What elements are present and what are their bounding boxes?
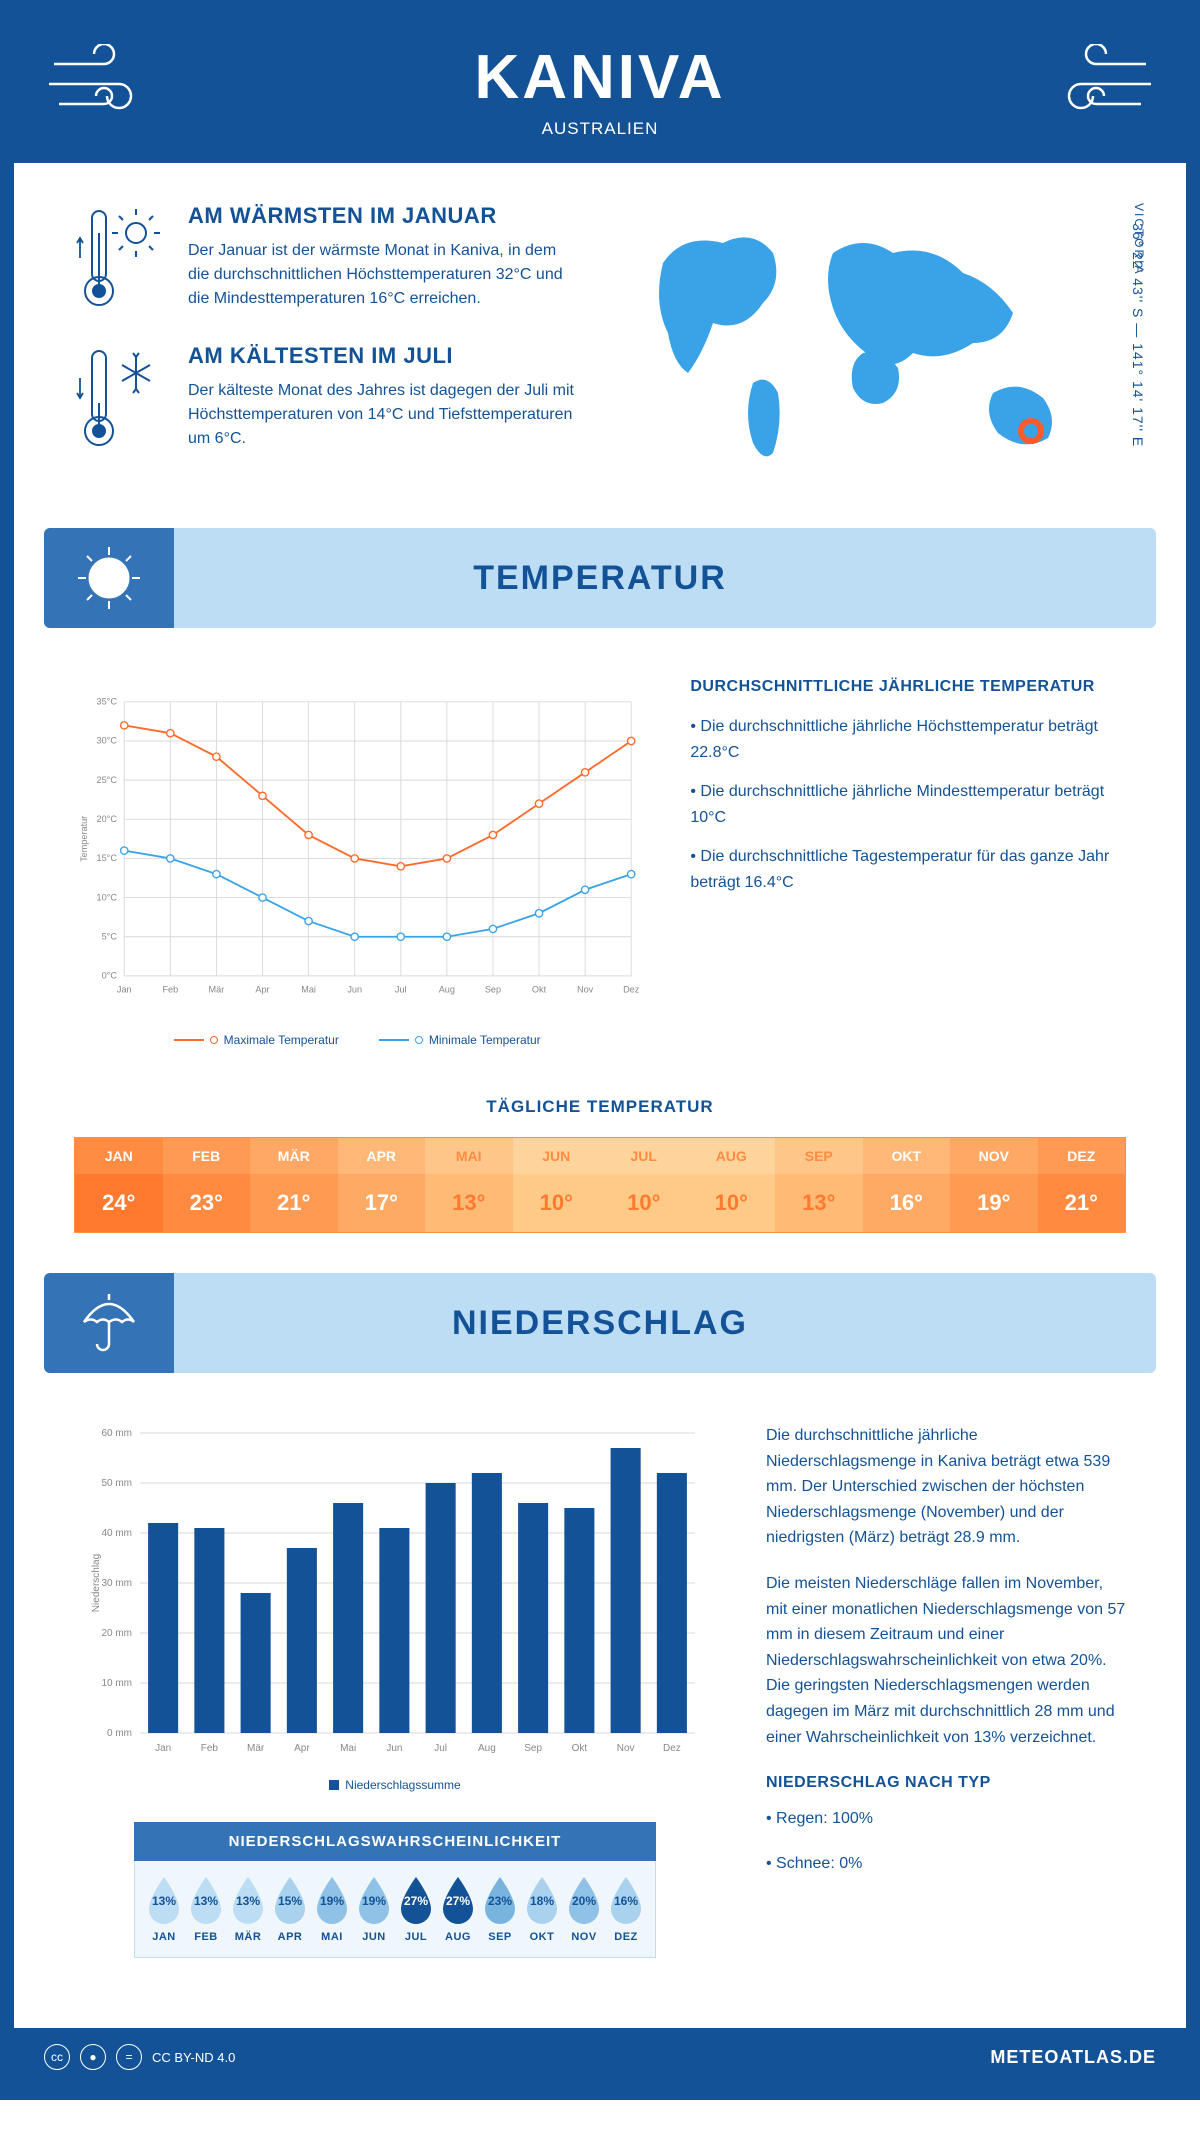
svg-text:Jul: Jul (434, 1743, 447, 1754)
svg-text:Nov: Nov (577, 984, 594, 994)
svg-text:5°C: 5°C (102, 931, 118, 941)
svg-text:Dez: Dez (623, 984, 640, 994)
svg-text:Apr: Apr (294, 1743, 310, 1754)
svg-text:Dez: Dez (663, 1743, 681, 1754)
footer: cc ● = CC BY-ND 4.0 METEOATLAS.DE (14, 2028, 1186, 2086)
svg-text:35°C: 35°C (97, 697, 118, 707)
section-title: TEMPERATUR (473, 559, 727, 598)
license-text: CC BY-ND 4.0 (152, 2050, 235, 2065)
chart-legend: Maximale Temperatur Minimale Temperatur (74, 1033, 640, 1047)
page-subtitle: AUSTRALIEN (14, 119, 1186, 139)
thermometer-cold-icon (74, 343, 164, 453)
page-title: KANIVA (14, 42, 1186, 113)
fact-warmest: AM WÄRMSTEN IM JANUAR Der Januar ist der… (74, 203, 580, 313)
header: KANIVA AUSTRALIEN (14, 14, 1186, 163)
site-name: METEOATLAS.DE (990, 2047, 1156, 2068)
svg-text:Jan: Jan (117, 984, 132, 994)
precipitation-probability: NIEDERSCHLAGSWAHRSCHEINLICHKEIT 13%JAN13… (134, 1822, 656, 1958)
svg-text:Okt: Okt (572, 1743, 588, 1754)
section-temperature: TEMPERATUR (44, 528, 1156, 628)
svg-text:60 mm: 60 mm (101, 1428, 132, 1439)
svg-text:Mär: Mär (209, 984, 225, 994)
svg-text:Sep: Sep (524, 1743, 542, 1754)
umbrella-icon (44, 1273, 174, 1373)
world-map-icon (620, 203, 1126, 483)
fact-title: AM WÄRMSTEN IM JANUAR (188, 203, 580, 229)
svg-text:15°C: 15°C (97, 853, 118, 863)
svg-text:25°C: 25°C (97, 775, 118, 785)
svg-text:Jan: Jan (155, 1743, 171, 1754)
svg-text:Nov: Nov (617, 1743, 635, 1754)
intro-section: AM WÄRMSTEN IM JANUAR Der Januar ist der… (14, 163, 1186, 508)
section-title: NIEDERSCHLAG (452, 1304, 748, 1343)
svg-text:Jun: Jun (347, 984, 362, 994)
fact-title: AM KÄLTESTEN IM JULI (188, 343, 580, 369)
nd-icon: = (116, 2044, 142, 2070)
svg-text:Apr: Apr (255, 984, 269, 994)
infographic-frame: KANIVA AUSTRALIEN AM WÄRMSTEN IM JANUAR … (0, 0, 1200, 2100)
daily-temp-title: TÄGLICHE TEMPERATUR (14, 1097, 1186, 1117)
wind-icon (1036, 44, 1156, 124)
svg-text:Mai: Mai (340, 1743, 356, 1754)
svg-text:Aug: Aug (478, 1743, 496, 1754)
precipitation-summary: Die durchschnittliche jährliche Niedersc… (766, 1423, 1126, 1998)
fact-text: Der Januar ist der wärmste Monat in Kani… (188, 239, 580, 311)
svg-text:Aug: Aug (439, 984, 455, 994)
fact-coldest: AM KÄLTESTEN IM JULI Der kälteste Monat … (74, 343, 580, 453)
sun-icon (44, 528, 174, 628)
svg-text:Okt: Okt (532, 984, 547, 994)
svg-text:Niederschlag: Niederschlag (91, 1554, 102, 1612)
svg-text:20°C: 20°C (97, 814, 118, 824)
svg-text:Feb: Feb (201, 1743, 219, 1754)
svg-text:Mär: Mär (247, 1743, 265, 1754)
svg-text:50 mm: 50 mm (101, 1478, 132, 1489)
coordinates: 36° 22' 43'' S — 141° 14' 17'' E (1130, 223, 1146, 447)
temperature-line-chart: 0°C 5°C 10°C 15°C 20°C 25°C 30°C 35°C Jan Feb Mär A… (74, 678, 640, 1047)
svg-text:10 mm: 10 mm (101, 1678, 132, 1689)
temperature-summary: DURCHSCHNITTLICHE JÄHRLICHE TEMPERATUR •… (690, 678, 1126, 1047)
by-icon: ● (80, 2044, 106, 2070)
precipitation-bar-chart: 0 mm 10 mm 20 mm 30 mm 40 mm 50 mm 60 mm Jan Feb… (74, 1423, 716, 1998)
svg-text:40 mm: 40 mm (101, 1528, 132, 1539)
svg-text:Jun: Jun (386, 1743, 402, 1754)
section-precipitation: NIEDERSCHLAG (44, 1273, 1156, 1373)
svg-text:Feb: Feb (162, 984, 178, 994)
chart-legend: Niederschlagssumme (74, 1778, 716, 1792)
svg-text:Sep: Sep (485, 984, 501, 994)
svg-text:20 mm: 20 mm (101, 1628, 132, 1639)
svg-text:Temperatur: Temperatur (79, 816, 89, 862)
svg-text:Jul: Jul (395, 984, 407, 994)
svg-text:30°C: 30°C (97, 736, 118, 746)
fact-text: Der kälteste Monat des Jahres ist dagege… (188, 379, 580, 451)
daily-temp-table: JAN24°FEB23°MÄR21°APR17°MAI13°JUN10°JUL1… (74, 1137, 1126, 1233)
wind-icon (44, 44, 164, 124)
svg-text:30 mm: 30 mm (101, 1578, 132, 1589)
svg-text:10°C: 10°C (97, 892, 118, 902)
svg-text:Mai: Mai (301, 984, 316, 994)
svg-text:0°C: 0°C (102, 971, 118, 981)
cc-icon: cc (44, 2044, 70, 2070)
svg-text:0 mm: 0 mm (107, 1728, 132, 1739)
thermometer-hot-icon (74, 203, 164, 313)
